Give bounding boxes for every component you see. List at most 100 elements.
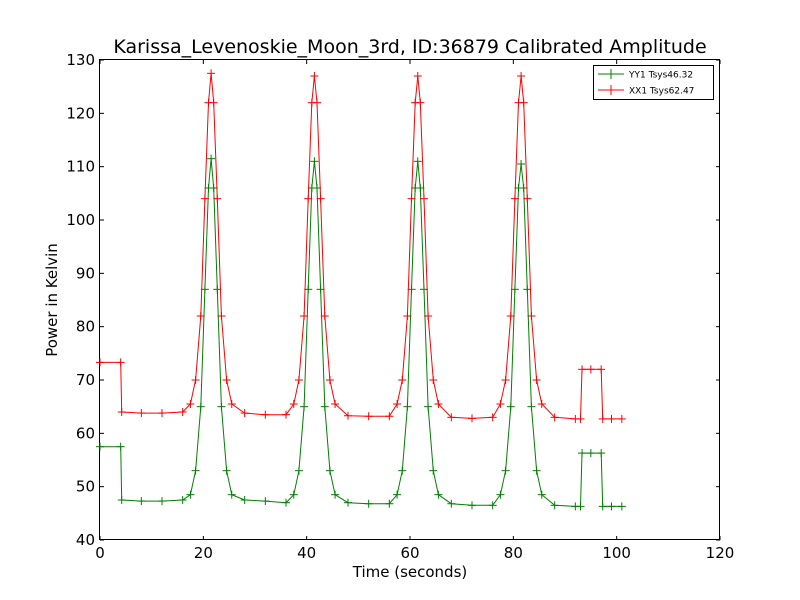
data-point-xx1 bbox=[316, 194, 325, 203]
data-point-yy1 bbox=[217, 402, 226, 411]
data-point-xx1 bbox=[407, 194, 416, 203]
y-tick-label: 130 bbox=[66, 51, 95, 69]
legend-label-yy1: YY1 Tsys46.32 bbox=[628, 71, 693, 81]
data-point-xx1 bbox=[289, 400, 298, 408]
y-tick-label: 110 bbox=[66, 158, 95, 176]
data-point-xx1 bbox=[200, 194, 209, 203]
data-point-yy1 bbox=[364, 499, 373, 508]
legend-box bbox=[593, 65, 714, 100]
data-point-xx1 bbox=[300, 312, 309, 320]
y-tick-label: 80 bbox=[76, 318, 95, 336]
data-point-yy1 bbox=[191, 466, 200, 475]
data-point-xx1 bbox=[550, 413, 559, 422]
data-point-yy1 bbox=[488, 501, 497, 510]
data-point-yy1 bbox=[222, 466, 231, 475]
data-point-yy1 bbox=[447, 499, 456, 508]
data-point-xx1 bbox=[294, 376, 303, 384]
chart-title: Karissa_Levenoskie_Moon_3rd, ID:36879 Ca… bbox=[113, 36, 706, 58]
y-tick-label: 100 bbox=[66, 211, 95, 229]
data-point-xx1 bbox=[325, 376, 334, 384]
data-point-yy1 bbox=[393, 490, 402, 499]
data-point-yy1 bbox=[419, 285, 428, 294]
data-point-xx1 bbox=[96, 358, 104, 367]
data-point-xx1 bbox=[578, 365, 587, 374]
data-point-xx1 bbox=[331, 400, 340, 408]
data-point-xx1 bbox=[304, 194, 313, 203]
data-point-yy1 bbox=[289, 490, 298, 499]
data-point-yy1 bbox=[196, 402, 205, 411]
data-point-yy1 bbox=[320, 402, 329, 411]
y-tick-label: 120 bbox=[66, 104, 95, 122]
data-point-yy1 bbox=[331, 490, 340, 499]
series-layer bbox=[96, 69, 626, 511]
data-point-yy1 bbox=[537, 490, 546, 499]
data-point-xx1 bbox=[429, 376, 438, 384]
data-point-yy1 bbox=[294, 466, 303, 475]
data-point-yy1 bbox=[116, 442, 125, 451]
data-point-xx1 bbox=[310, 72, 319, 80]
data-point-yy1 bbox=[316, 285, 325, 294]
x-tick-label: 100 bbox=[602, 544, 631, 562]
x-tick-label: 60 bbox=[400, 544, 419, 562]
data-point-xx1 bbox=[213, 194, 222, 203]
data-point-xx1 bbox=[393, 400, 402, 408]
y-tick-label: 70 bbox=[76, 371, 95, 389]
data-point-xx1 bbox=[222, 376, 231, 384]
x-tick-label: 80 bbox=[504, 544, 523, 562]
data-point-xx1 bbox=[523, 194, 532, 203]
series-line-yy1 bbox=[100, 158, 622, 507]
data-point-yy1 bbox=[137, 497, 146, 506]
x-axis-label: Time (seconds) bbox=[352, 563, 468, 581]
data-point-xx1 bbox=[116, 358, 125, 367]
data-point-xx1 bbox=[576, 414, 585, 423]
data-point-yy1 bbox=[550, 501, 559, 510]
data-point-yy1 bbox=[158, 497, 166, 506]
data-point-yy1 bbox=[598, 502, 607, 511]
data-point-yy1 bbox=[496, 490, 505, 499]
data-point-xx1 bbox=[344, 411, 352, 420]
data-point-xx1 bbox=[320, 312, 329, 320]
data-point-yy1 bbox=[424, 402, 433, 411]
x-tick-label: 20 bbox=[194, 544, 213, 562]
data-point-xx1 bbox=[364, 412, 373, 421]
plot-area bbox=[99, 59, 720, 540]
data-point-yy1 bbox=[434, 490, 443, 499]
y-tick-label: 90 bbox=[76, 264, 95, 282]
data-point-yy1 bbox=[96, 442, 104, 451]
data-point-yy1 bbox=[607, 502, 616, 511]
data-point-yy1 bbox=[213, 285, 222, 294]
data-point-yy1 bbox=[261, 497, 270, 506]
x-tick-label: 40 bbox=[297, 544, 316, 562]
data-point-xx1 bbox=[532, 376, 541, 384]
data-point-yy1 bbox=[501, 466, 510, 475]
data-point-xx1 bbox=[398, 376, 407, 384]
data-point-yy1 bbox=[117, 496, 126, 504]
data-point-yy1 bbox=[240, 496, 249, 504]
data-point-xx1 bbox=[217, 312, 226, 320]
data-point-yy1 bbox=[506, 402, 515, 411]
data-point-yy1 bbox=[186, 490, 195, 499]
data-point-xx1 bbox=[527, 312, 536, 320]
data-point-yy1 bbox=[310, 157, 319, 166]
data-point-yy1 bbox=[517, 160, 526, 168]
data-point-xx1 bbox=[537, 400, 546, 408]
data-point-yy1 bbox=[586, 449, 595, 458]
data-point-yy1 bbox=[227, 490, 236, 499]
data-point-xx1 bbox=[496, 400, 505, 408]
data-point-yy1 bbox=[523, 285, 532, 294]
data-point-xx1 bbox=[186, 400, 195, 408]
data-point-yy1 bbox=[398, 466, 407, 475]
data-point-yy1 bbox=[207, 154, 216, 163]
x-tick-label: 120 bbox=[706, 544, 735, 562]
data-point-xx1 bbox=[519, 98, 528, 107]
x-tick-label: 0 bbox=[95, 544, 105, 562]
data-point-xx1 bbox=[385, 412, 394, 421]
data-point-yy1 bbox=[325, 466, 334, 475]
y-tick-label: 60 bbox=[76, 424, 95, 442]
data-point-xx1 bbox=[597, 365, 606, 374]
data-point-yy1 bbox=[403, 402, 412, 411]
data-point-xx1 bbox=[501, 376, 510, 384]
series-line-xx1 bbox=[100, 73, 622, 420]
data-point-yy1 bbox=[429, 466, 438, 475]
